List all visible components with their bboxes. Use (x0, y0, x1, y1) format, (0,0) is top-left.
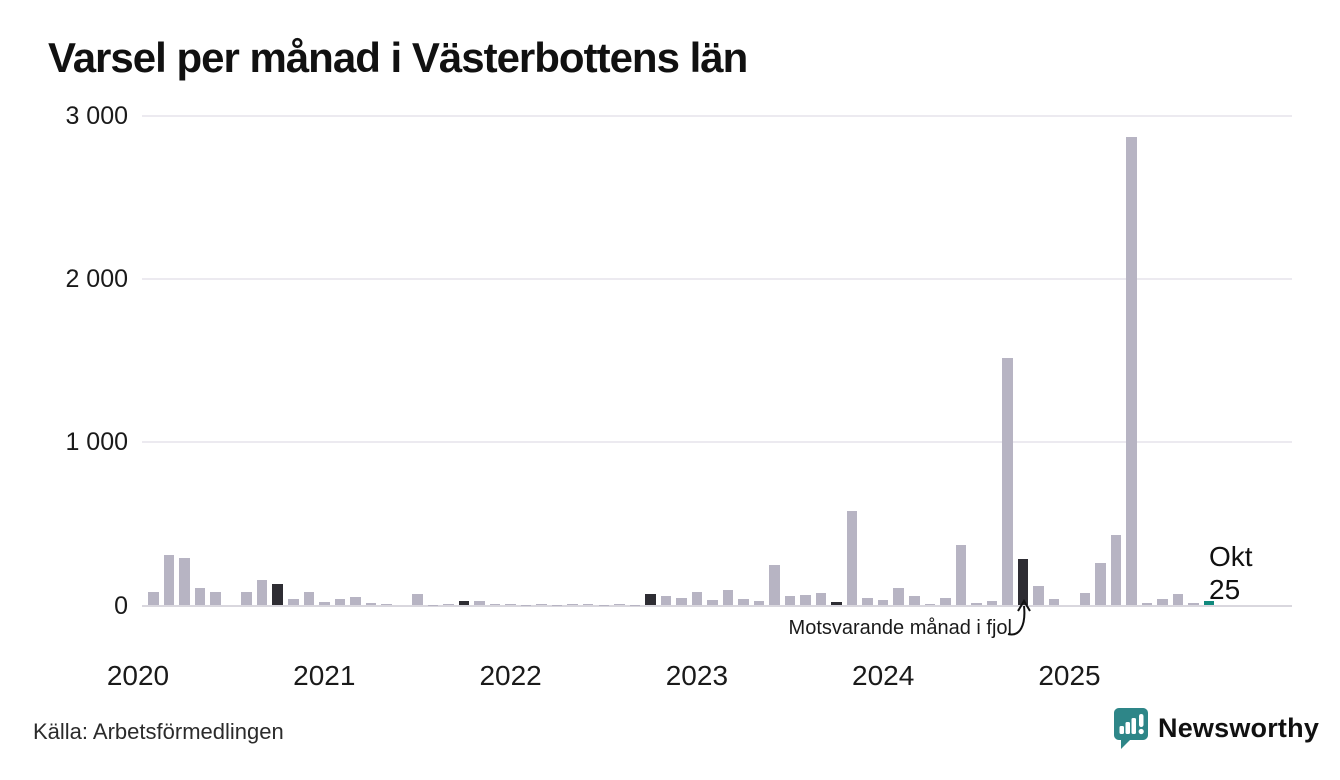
bar-2022-06 (582, 604, 594, 606)
bar-2025-05 (1126, 136, 1137, 606)
gridline-1000 (142, 441, 1292, 444)
bar-2024-03 (909, 596, 920, 606)
y-tick-label: 3 000 (65, 101, 128, 130)
bar-2020-11 (288, 598, 299, 606)
y-tick-label: 1 000 (65, 428, 128, 457)
y-tick-label: 0 (114, 591, 128, 620)
bar-2020-08 (241, 592, 252, 606)
bar-2022-01 (505, 604, 516, 606)
bar-2025-08 (1172, 594, 1184, 606)
bar-2024-05 (940, 598, 951, 606)
bar-2021-10 (458, 600, 470, 606)
bar-2022-10 (645, 594, 656, 606)
bar-2024-10 (1017, 558, 1029, 606)
bar-2021-07 (412, 594, 423, 606)
bar-2024-08 (986, 600, 998, 606)
gridline-3000 (142, 114, 1292, 117)
bar-2022-07 (598, 604, 609, 606)
bar-2020-03 (163, 554, 175, 606)
bar-2021-12 (489, 603, 501, 606)
bar-2020-10 (272, 584, 283, 606)
bar-2025-10 (1203, 601, 1215, 606)
bar-2021-11 (474, 601, 485, 606)
bar-2022-02 (520, 604, 532, 606)
bar-2023-06 (769, 564, 780, 606)
bar-2023-11 (846, 510, 858, 606)
source-label: Källa: Arbetsförmedlingen (33, 719, 284, 744)
bar-2025-06 (1141, 602, 1153, 606)
bar-2024-11 (1033, 586, 1044, 606)
bar-2024-12 (1048, 598, 1060, 606)
x-tick-2021: 2021 (293, 660, 356, 691)
bar-2025-04 (1110, 534, 1122, 606)
bar-2020-09 (256, 580, 268, 606)
bar-2022-03 (536, 604, 547, 606)
newsworthy-logo: Newsworthy (1112, 706, 1319, 750)
x-tick-2022: 2022 (479, 660, 542, 691)
bar-2024-07 (971, 602, 982, 606)
bar-2023-10 (831, 601, 842, 606)
bar-2021-08 (427, 604, 439, 606)
gridline-0 (142, 604, 1292, 607)
bar-2021-05 (381, 604, 392, 606)
bar-2021-02 (334, 598, 346, 606)
bar-2020-02 (148, 591, 159, 606)
bar-2023-07 (784, 595, 796, 606)
bar-2021-04 (365, 603, 377, 606)
x-tick-2023: 2023 (665, 660, 729, 691)
bar-2022-09 (629, 604, 641, 606)
bar-2024-02 (893, 588, 904, 606)
bar-2024-01 (877, 600, 889, 606)
bar-2025-07 (1157, 599, 1168, 606)
bar-2021-01 (319, 601, 330, 606)
bar-2023-05 (753, 600, 765, 606)
bar-2022-08 (614, 604, 625, 606)
bar-2024-06 (955, 545, 967, 606)
bar-2020-04 (179, 558, 190, 606)
bar-2023-09 (815, 592, 827, 606)
bar-2023-03 (722, 589, 734, 606)
bar-2025-02 (1079, 592, 1091, 606)
bar-2023-08 (800, 595, 811, 606)
bar-2023-04 (738, 598, 749, 606)
annotation-last-year: Motsvarande månad i fjol (788, 617, 1012, 639)
bar-2020-05 (194, 587, 206, 606)
newsworthy-logo-icon (1114, 708, 1148, 749)
bar-2020-12 (303, 591, 315, 606)
newsworthy-wordmark: Newsworthy (1158, 712, 1320, 743)
bar-2022-11 (660, 596, 672, 606)
x-tick-2020: 2020 (106, 660, 170, 691)
bar-2021-09 (443, 604, 454, 606)
bar-2022-04 (551, 604, 563, 606)
y-tick-label: 2 000 (65, 264, 128, 293)
gridline-2000 (142, 277, 1292, 280)
bar-2020-06 (210, 591, 221, 606)
bar-2023-01 (691, 592, 703, 606)
current-month-label-line1: Okt (1209, 541, 1253, 572)
bar-2023-12 (862, 597, 873, 606)
bar-2022-12 (676, 598, 687, 606)
bar-2024-04 (924, 603, 936, 606)
bar-2022-05 (567, 604, 578, 606)
bar-2021-03 (350, 596, 361, 606)
bar-2025-09 (1188, 603, 1199, 606)
annotation-arrow-icon (1007, 599, 1031, 636)
current-month-label: Okt 25 (1209, 540, 1253, 606)
x-tick-2024: 2024 (852, 660, 915, 691)
bar-2023-02 (707, 599, 718, 606)
page-title: Varsel per månad i Västerbottens län (48, 34, 748, 81)
bar-2025-03 (1095, 563, 1106, 606)
current-month-label-line2: 25 (1209, 574, 1241, 605)
bar-2024-09 (1002, 358, 1013, 606)
x-tick-2025: 2025 (1038, 660, 1101, 691)
